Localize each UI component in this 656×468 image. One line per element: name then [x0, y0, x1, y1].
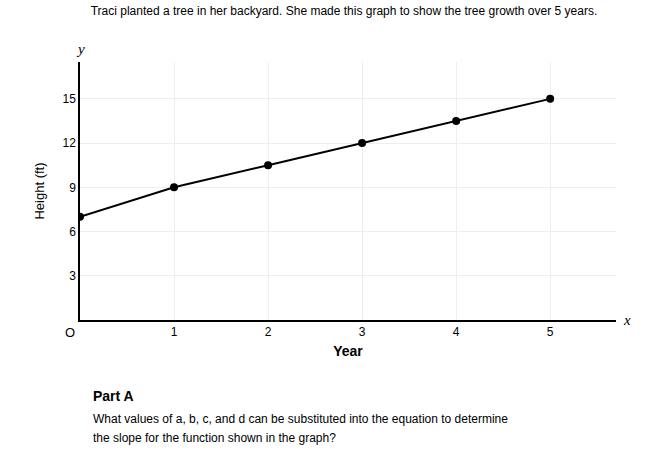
svg-text:3: 3 [359, 325, 366, 339]
svg-text:Traci planted a tree in her ba: Traci planted a tree in her backyard. Sh… [91, 4, 597, 18]
svg-text:y: y [76, 41, 85, 57]
svg-text:4: 4 [453, 325, 460, 339]
svg-text:15: 15 [62, 92, 76, 106]
svg-text:Height (ft): Height (ft) [32, 162, 47, 219]
svg-text:12: 12 [62, 136, 76, 150]
svg-text:6: 6 [69, 225, 76, 239]
svg-text:9: 9 [69, 181, 76, 195]
svg-text:5: 5 [547, 325, 554, 339]
svg-text:the slope for the function sho: the slope for the function shown in the … [93, 431, 336, 445]
svg-text:1: 1 [171, 325, 178, 339]
svg-text:2: 2 [265, 325, 272, 339]
svg-text:3: 3 [69, 269, 76, 283]
svg-text:Part A: Part A [93, 388, 134, 404]
svg-text:x: x [623, 312, 631, 328]
svg-text:Year: Year [333, 343, 363, 359]
svg-text:What values of a, b, c, and d: What values of a, b, c, and d can be sub… [93, 412, 508, 426]
svg-text:O: O [65, 325, 75, 340]
